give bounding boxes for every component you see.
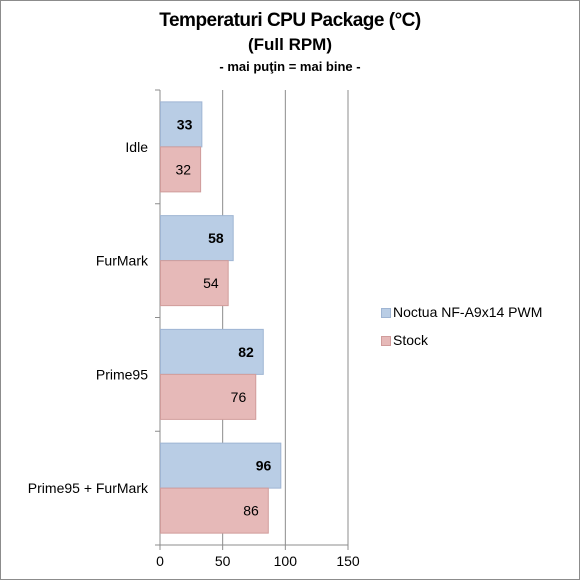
data-label: 82	[238, 344, 254, 360]
data-label: 32	[176, 161, 192, 177]
x-tick-label: 0	[156, 553, 164, 569]
chart-note: - mai puţin = mai bine -	[219, 59, 361, 74]
data-label: 33	[177, 116, 193, 132]
legend-swatch-noctua	[381, 308, 391, 318]
x-tick-label: 50	[215, 553, 231, 569]
x-tick-label: 100	[274, 553, 298, 569]
x-tick-label: 150	[336, 553, 360, 569]
legend-item-noctua: Noctua NF-A9x14 PWM	[381, 303, 542, 331]
legend-item-stock: Stock	[381, 331, 542, 359]
data-label: 54	[203, 275, 219, 291]
legend-label-stock: Stock	[393, 332, 429, 348]
bar-noctua	[160, 442, 282, 489]
bar-stock	[160, 146, 202, 193]
chart-title: Temperaturi CPU Package (°C)	[159, 10, 421, 31]
data-label: 76	[231, 389, 247, 405]
bar-noctua	[160, 215, 234, 262]
category-label: Prime95 + FurMark	[28, 480, 149, 496]
chart-subtitle: (Full RPM)	[247, 35, 333, 54]
data-label: 58	[208, 230, 224, 246]
data-label: 96	[256, 458, 272, 474]
data-label: 86	[243, 503, 259, 519]
legend-label-noctua: Noctua NF-A9x14 PWM	[393, 304, 543, 320]
category-label: Prime95	[96, 366, 148, 382]
bar-noctua	[160, 101, 203, 148]
category-label: Idle	[125, 139, 148, 155]
bar-stock	[160, 487, 269, 534]
bar-stock	[160, 373, 257, 420]
legend-swatch-stock	[381, 336, 391, 346]
chart-legend: Noctua NF-A9x14 PWM Stock	[381, 303, 542, 359]
bar-stock	[160, 260, 229, 307]
category-label: FurMark	[96, 253, 149, 269]
